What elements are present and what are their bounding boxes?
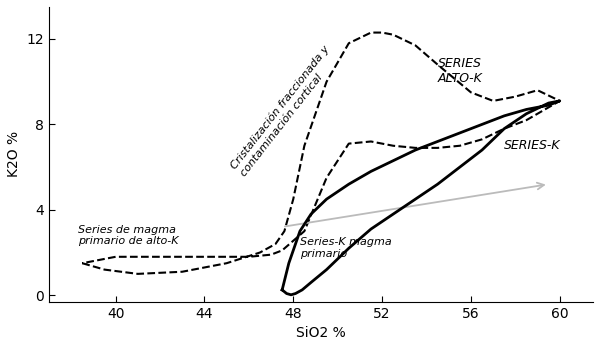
- Text: Series-K magma
primario: Series-K magma primario: [300, 237, 392, 259]
- Text: Series de magma
primario de alto-K: Series de magma primario de alto-K: [78, 225, 178, 246]
- Text: Cristalización fraccionada y
contaminación cortical: Cristalización fraccionada y contaminaci…: [229, 44, 341, 178]
- Text: SERIES-K: SERIES-K: [504, 139, 561, 152]
- Y-axis label: K2O %: K2O %: [7, 131, 21, 177]
- Text: SERIES
ALTO-K: SERIES ALTO-K: [437, 57, 482, 85]
- X-axis label: SiO2 %: SiO2 %: [296, 326, 346, 340]
